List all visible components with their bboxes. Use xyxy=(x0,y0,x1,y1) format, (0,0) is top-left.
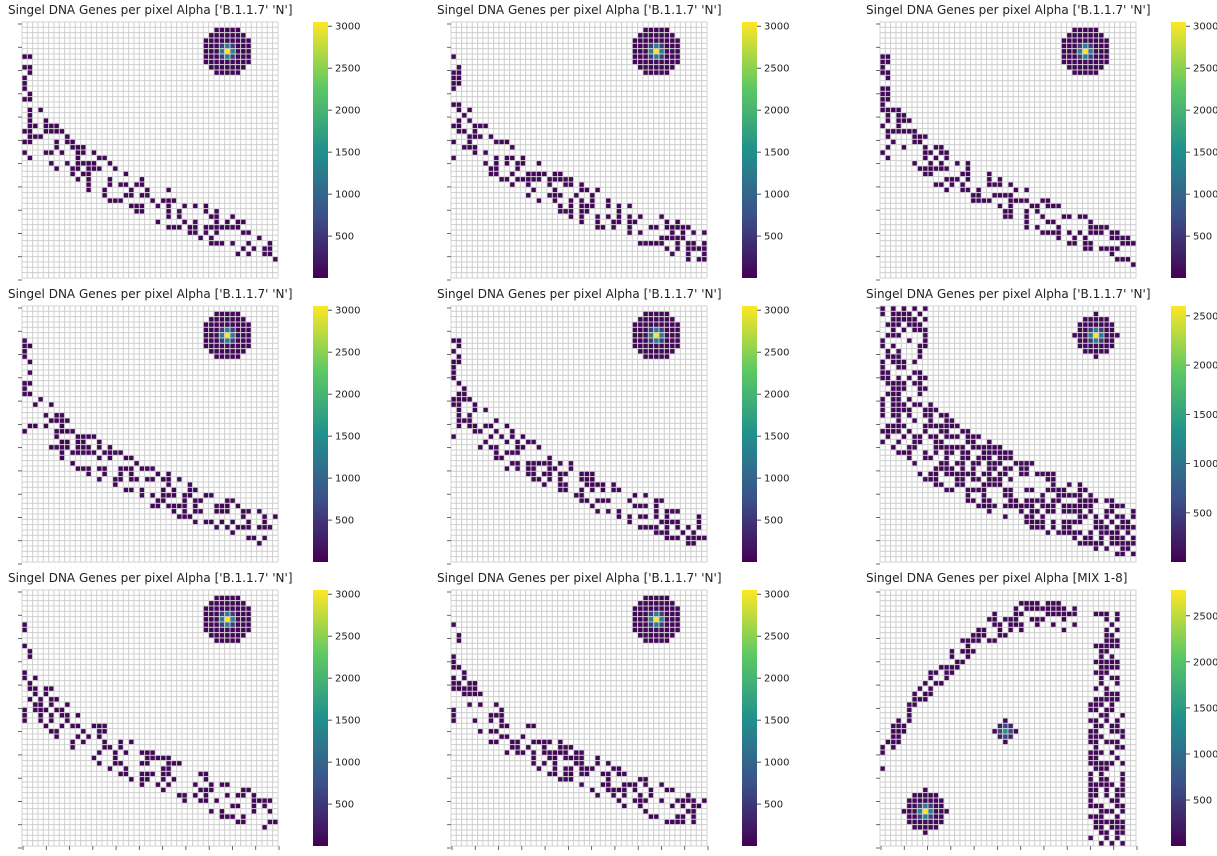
heatmap-cells xyxy=(21,21,279,279)
chart-title: Singel DNA Genes per pixel Alpha ['B.1.1… xyxy=(8,3,293,17)
